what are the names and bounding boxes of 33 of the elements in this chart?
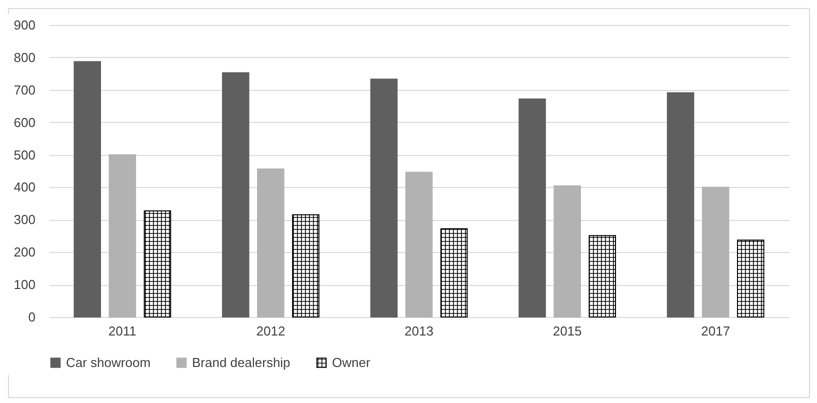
legend-label: Brand dealership	[192, 354, 290, 370]
y-tick-label: 400	[14, 180, 36, 195]
y-tick-label: 700	[14, 82, 36, 98]
y-tick-label: 100	[14, 277, 36, 292]
bar	[222, 72, 250, 318]
x-tick-label: 2015	[552, 324, 582, 338]
bar	[108, 154, 136, 318]
bar	[588, 235, 616, 318]
bar	[144, 210, 172, 318]
bar	[440, 228, 468, 318]
y-tick-label: 500	[14, 147, 36, 162]
bar	[518, 98, 546, 318]
bar	[370, 78, 398, 318]
x-tick-label: 2013	[404, 324, 434, 338]
legend-label: Owner	[332, 354, 371, 370]
x-tick-label: 2012	[256, 324, 286, 338]
y-tick-label: 200	[14, 244, 36, 260]
bar	[737, 240, 764, 318]
bar	[702, 186, 730, 318]
bar	[74, 61, 101, 318]
bar	[666, 92, 694, 318]
x-tick-label: 2011	[108, 324, 136, 338]
y-tick-label: 900	[14, 18, 36, 32]
y-tick-label: 300	[14, 212, 36, 228]
bar	[405, 172, 433, 318]
y-tick-label: 0	[28, 310, 36, 324]
x-tick-label: 2017	[701, 324, 730, 338]
legend-label: Car showroom	[66, 354, 151, 370]
y-tick-label: 800	[14, 50, 36, 65]
bar	[257, 168, 284, 318]
bar	[554, 185, 581, 318]
y-tick-label: 600	[14, 114, 36, 130]
bar	[292, 214, 320, 318]
